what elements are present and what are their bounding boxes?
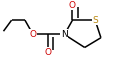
- Text: S: S: [91, 16, 97, 25]
- Text: O: O: [44, 48, 51, 57]
- Text: O: O: [68, 1, 75, 10]
- Text: N: N: [60, 30, 67, 39]
- Text: O: O: [29, 30, 36, 39]
